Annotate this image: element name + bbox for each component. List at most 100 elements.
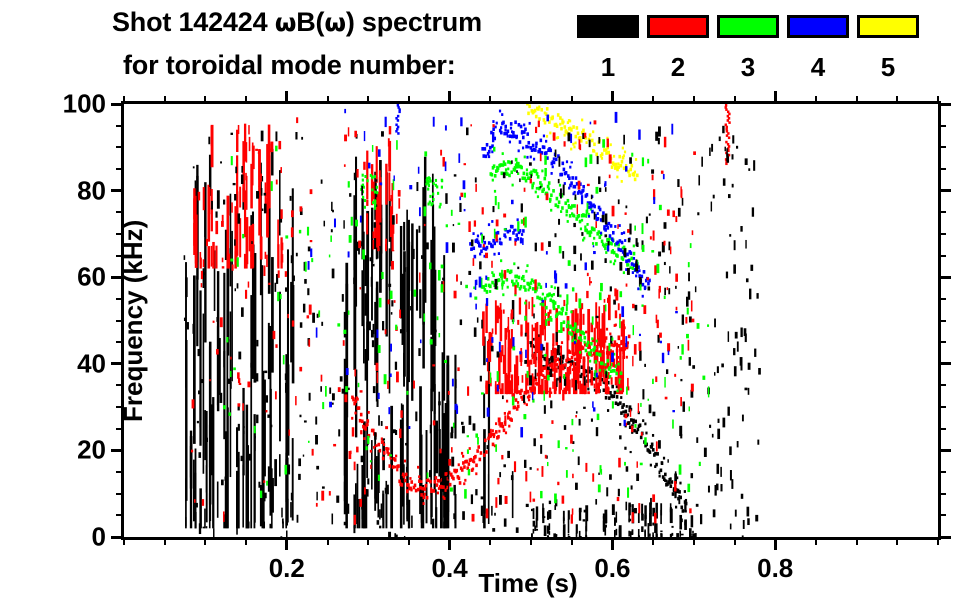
x-tick-top-0: [123, 96, 125, 104]
y-tick-right-100: [938, 102, 951, 106]
y-tick-right-80: [938, 189, 951, 193]
legend-label-n3: 3: [740, 52, 756, 82]
series-n2: [193, 104, 731, 505]
y-tick-80: [111, 189, 124, 193]
x-tick-0.85: [814, 537, 817, 545]
legend-swatch-n2: [647, 15, 709, 38]
x-tick-0.7: [692, 537, 695, 545]
x-tick-top-0.2: [285, 91, 289, 104]
y-tick-right-55: [938, 297, 946, 300]
figure-subtitle: for toroidal mode number:: [123, 50, 456, 80]
y-tick-right-35: [938, 384, 946, 387]
y-tick-35: [116, 384, 124, 387]
x-tick-0.2: [285, 537, 289, 550]
y-axis-title: Frequency (kHz): [118, 219, 148, 422]
omega-symbol-2: ω: [324, 8, 346, 37]
y-tick-label-0: 0: [91, 521, 106, 552]
legend-label-n4: 4: [810, 52, 826, 82]
y-tick-right-85: [938, 167, 946, 170]
y-tick-right-60: [938, 275, 951, 279]
plot-clip: [124, 104, 938, 537]
x-tick-0.3: [367, 537, 370, 545]
speckle-noise: [183, 108, 761, 537]
y-tick-0: [111, 535, 124, 539]
y-tick-75: [116, 211, 124, 214]
plot-area: 0.2 0.4 0.6 0.8 0 20 40 60 80 100 Frequency (kHz…: [63, 89, 951, 583]
legend-label-n5: 5: [880, 52, 896, 82]
y-tick-right-0: [938, 535, 951, 539]
x-tick-top-0.75: [733, 96, 736, 104]
x-tick-top-0.45: [489, 96, 492, 104]
x-tick-0.65: [652, 537, 655, 545]
x-tick-top-0.35: [407, 96, 410, 104]
legend-swatch-n1: [577, 15, 639, 38]
y-tick-right-5: [938, 514, 946, 517]
title-b-text: B(: [296, 7, 325, 37]
y-tick-10: [116, 492, 124, 495]
x-tick-0.5: [530, 537, 532, 545]
x-tick-top-0.05: [163, 96, 166, 104]
x-tick-0: [123, 537, 125, 545]
x-tick-0.1: [204, 537, 207, 545]
y-tick-label-20: 20: [77, 434, 106, 465]
legend-swatch-n4: [787, 15, 849, 38]
y-tick-90: [116, 146, 124, 149]
x-tick-top-0.9: [855, 96, 858, 104]
y-tick-right-75: [938, 211, 946, 214]
x-tick-top-0.7: [692, 96, 695, 104]
x-tick-label-0.6: 0.6: [594, 553, 631, 583]
y-tick-25: [116, 427, 124, 430]
y-tick-right-30: [938, 406, 946, 409]
y-tick-60: [111, 275, 124, 279]
x-tick-0.45: [489, 537, 492, 545]
y-tick-label-40: 40: [77, 348, 106, 379]
x-tick-0.9: [855, 537, 858, 545]
x-tick-0.6: [610, 537, 614, 550]
figure-title: Shot 142424 ωB(ω) spectrum: [112, 7, 482, 38]
x-tick-top-0.8: [773, 91, 777, 104]
y-tick-right-10: [938, 492, 946, 495]
y-tick-5: [116, 514, 124, 517]
y-tick-70: [116, 232, 124, 235]
y-tick-right-40: [938, 362, 951, 366]
series-n5: [526, 104, 639, 183]
legend-swatch-n3: [717, 15, 779, 38]
x-tick-top-0.1: [204, 96, 207, 104]
x-tick-label-0.4: 0.4: [431, 553, 468, 583]
x-tick-top-0.25: [326, 96, 329, 104]
x-tick-top-0.6: [610, 91, 614, 104]
y-tick-100: [111, 102, 124, 106]
x-tick-top-0.95: [896, 96, 899, 104]
series-n3: [360, 152, 639, 393]
x-tick-top-0.3: [367, 96, 370, 104]
y-tick-right-95: [938, 124, 946, 127]
x-tick-0.25: [326, 537, 329, 545]
y-tick-right-25: [938, 427, 946, 430]
title-spectrum-text: ) spectrum: [345, 7, 482, 37]
y-tick-right-45: [938, 341, 946, 344]
x-tick-top-0.15: [245, 96, 248, 104]
title-shot-text: Shot 142424: [112, 7, 275, 37]
x-tick-label-0.2: 0.2: [268, 553, 305, 583]
x-tick-0.15: [245, 537, 248, 545]
y-tick-15: [116, 471, 124, 474]
y-tick-right-15: [938, 471, 946, 474]
y-tick-label-60: 60: [77, 261, 106, 292]
y-tick-right-50: [938, 319, 946, 322]
y-tick-85: [116, 167, 124, 170]
omega-symbol-1: ω: [274, 8, 297, 37]
x-tick-0.4: [448, 537, 452, 550]
y-tick-95: [116, 124, 124, 127]
spectrogram-canvas: [183, 104, 761, 537]
y-tick-55: [116, 297, 124, 300]
x-axis-title: Time (s): [478, 568, 578, 598]
legend-label-n1: 1: [600, 52, 616, 82]
x-tick-0.35: [407, 537, 410, 545]
x-tick-top-0.85: [814, 96, 817, 104]
x-tick-label-0.8: 0.8: [757, 553, 794, 583]
y-tick-right-20: [938, 448, 951, 452]
x-tick-1: [937, 537, 939, 545]
y-tick-40: [111, 362, 124, 366]
y-tick-right-70: [938, 232, 946, 235]
